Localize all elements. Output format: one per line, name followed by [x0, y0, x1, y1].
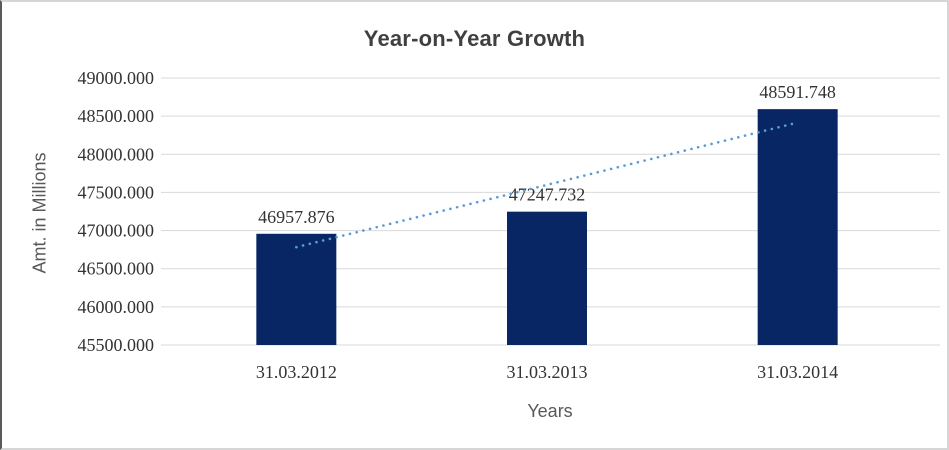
- data-label: 48591.748: [759, 82, 836, 102]
- category-label: 31.03.2012: [256, 362, 337, 382]
- y-tick-label: 48000.000: [78, 144, 155, 164]
- bar: [256, 233, 337, 345]
- bar: [507, 211, 587, 345]
- data-label: 46957.876: [258, 207, 335, 227]
- chart-title: Year-on-Year Growth: [363, 26, 586, 51]
- y-tick-label: 46500.000: [78, 259, 155, 279]
- y-tick-label: 48500.000: [78, 106, 155, 126]
- y-tick-label: 45500.000: [78, 335, 155, 355]
- data-label: 47247.732: [509, 185, 586, 205]
- y-tick-label: 47000.000: [78, 221, 155, 241]
- bar: [757, 109, 838, 345]
- y-tick-label: 49000.000: [78, 68, 155, 88]
- category-label: 31.03.2013: [507, 362, 588, 382]
- category-label: 31.03.2014: [757, 362, 838, 382]
- y-tick-label: 47500.000: [78, 182, 155, 202]
- x-axis-title: Years: [527, 401, 573, 421]
- y-tick-label: 46000.000: [78, 297, 155, 317]
